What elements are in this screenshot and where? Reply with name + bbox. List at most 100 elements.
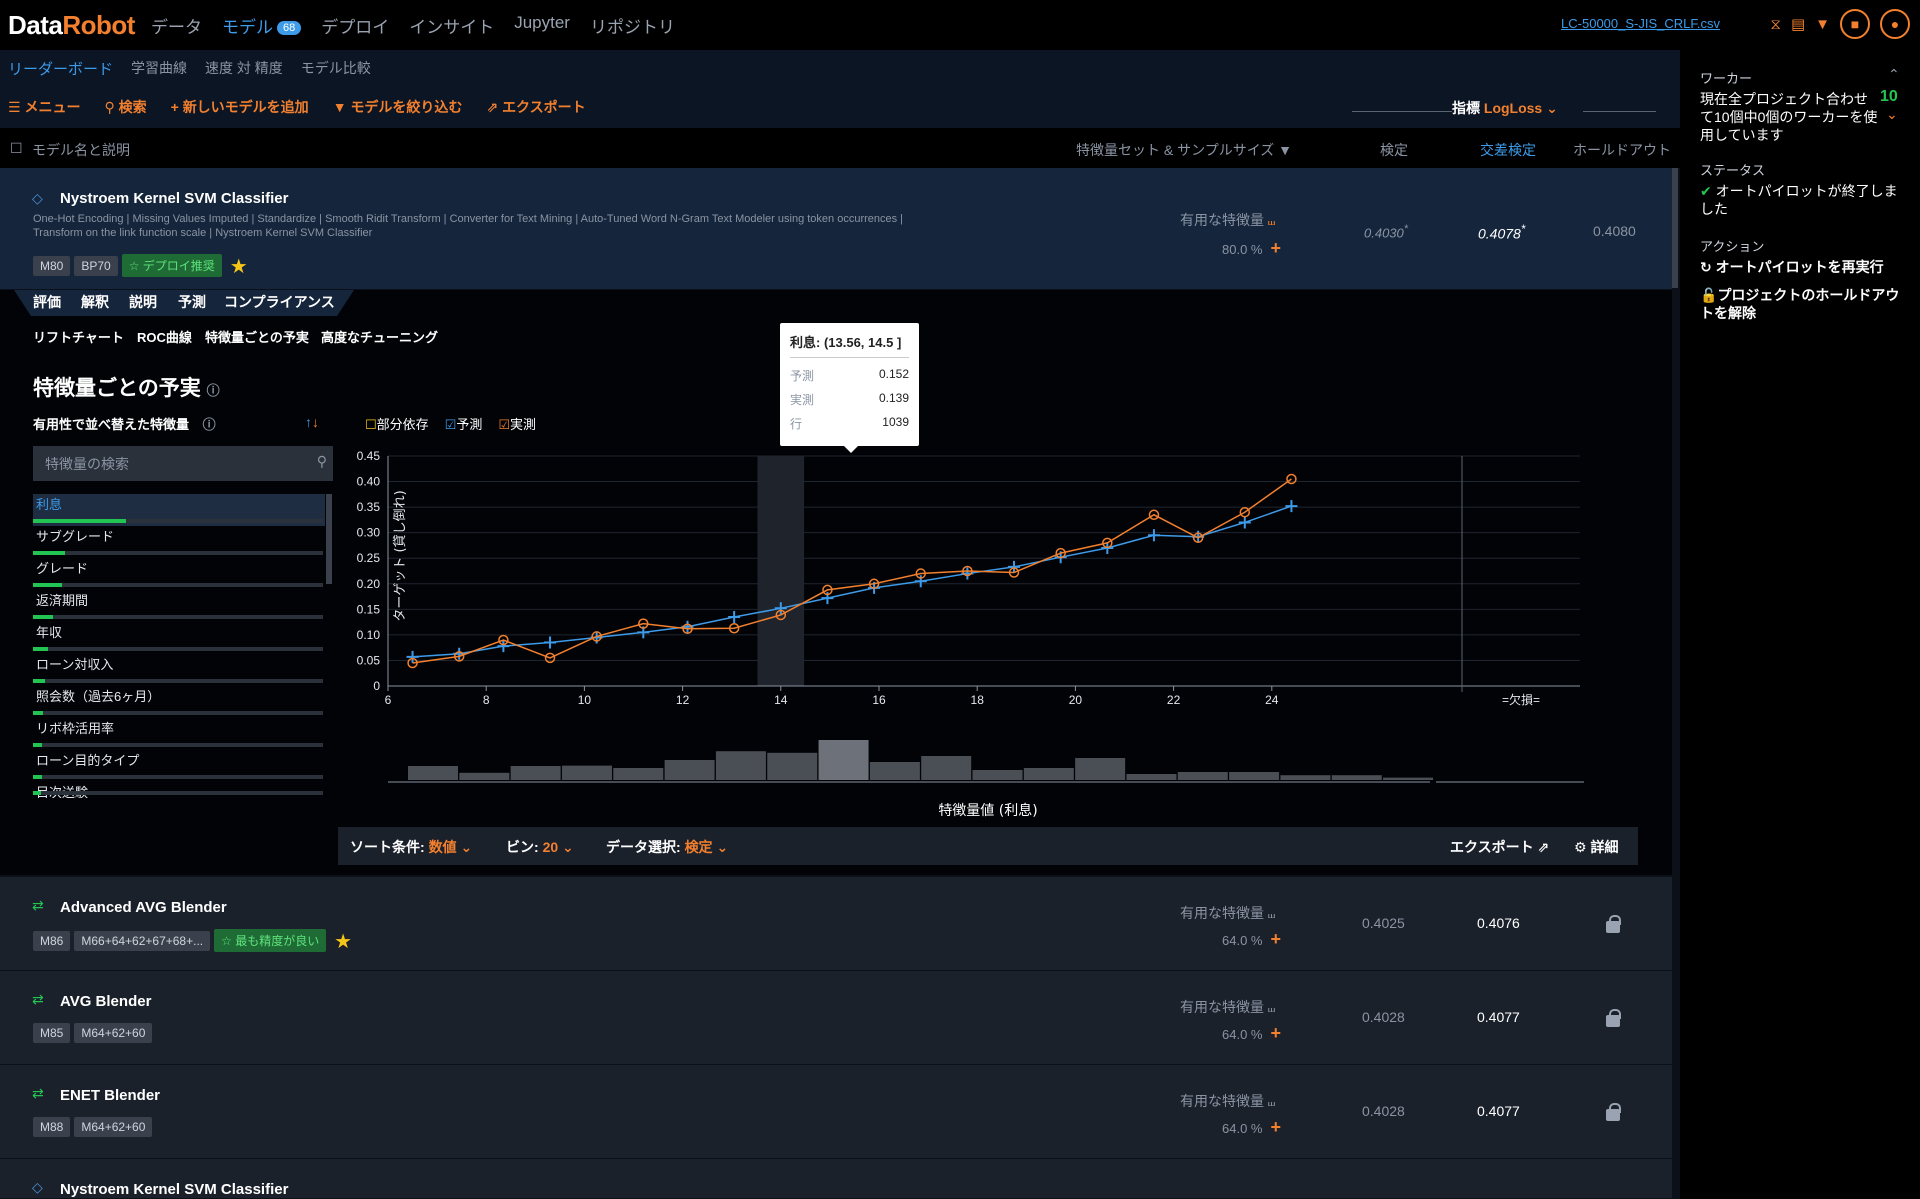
feature-list-scrollbar[interactable] bbox=[326, 494, 332, 584]
user-icon[interactable]: ● bbox=[1880, 9, 1910, 39]
col-holdout[interactable]: ホールドアウト bbox=[1573, 142, 1671, 158]
feature-list-item[interactable]: サブグレード bbox=[33, 526, 325, 558]
tab-evaluate[interactable]: 評価 bbox=[33, 294, 61, 310]
missing-label: =欠損= bbox=[1502, 692, 1540, 707]
info-icon[interactable]: ⓘ bbox=[202, 417, 216, 432]
metric-selector[interactable]: 指標 LogLoss ⌄ bbox=[1452, 100, 1558, 116]
subtab-advanced-tuning[interactable]: 高度なチューニング bbox=[321, 330, 439, 345]
model-title[interactable]: Advanced AVG Blender bbox=[60, 899, 227, 916]
plus-icon[interactable]: + bbox=[1270, 1023, 1281, 1043]
tab-compliance[interactable]: コンプライアンス bbox=[224, 294, 335, 310]
chevron-down-icon[interactable]: ⌄ bbox=[1886, 106, 1898, 122]
sort-toggle[interactable]: ↑↓ bbox=[305, 414, 319, 430]
megaphone-icon[interactable]: ▼ bbox=[1815, 15, 1830, 33]
share-icon[interactable]: ⧖ bbox=[1770, 15, 1781, 33]
feature-list-item[interactable]: グレード bbox=[33, 558, 325, 590]
nav-models[interactable]: モデル 68 bbox=[222, 13, 302, 38]
search-button[interactable]: ⚲ 検索 bbox=[104, 99, 147, 115]
project-name-link[interactable]: LC-50000_S-JIS_CRLF.csv bbox=[1561, 16, 1720, 31]
plus-icon[interactable]: + bbox=[1270, 1117, 1281, 1137]
details-button[interactable]: ⚙ 詳細 bbox=[1574, 839, 1619, 855]
tab-explain[interactable]: 説明 bbox=[129, 294, 157, 310]
data-selection-selector[interactable]: データ選択: 検定 ⌄ bbox=[606, 839, 729, 855]
model-row[interactable]: ◇ Nystroem Kernel SVM Classifier bbox=[0, 1159, 1672, 1199]
impact-bar-track bbox=[33, 743, 323, 747]
subtab-roc[interactable]: ROC曲線 bbox=[137, 330, 192, 345]
select-all-checkbox[interactable]: ☐ bbox=[10, 140, 23, 156]
actual-point bbox=[775, 609, 787, 621]
histogram-bar bbox=[1383, 777, 1434, 780]
legend-actual[interactable]: ☑実測 bbox=[498, 417, 537, 432]
histogram-bar bbox=[972, 770, 1023, 780]
bin-selector[interactable]: ビン: 20 ⌄ bbox=[506, 839, 574, 855]
feature-name: ローン目的タイプ bbox=[36, 753, 140, 768]
star-icon[interactable]: ★ bbox=[334, 931, 353, 953]
chart-export-button[interactable]: エクスポート ⇗ bbox=[1450, 839, 1550, 855]
leaderboard-scrollbar[interactable] bbox=[1672, 168, 1678, 288]
folder-icon[interactable]: ■ bbox=[1840, 9, 1870, 39]
col-validation[interactable]: 検定 bbox=[1380, 142, 1408, 158]
nav-insights[interactable]: インサイト bbox=[409, 17, 495, 37]
feature-list-item[interactable]: 目次送験 bbox=[33, 782, 325, 798]
add-model-button[interactable]: + 新しいモデルを追加 bbox=[170, 99, 309, 115]
feature-list-item[interactable]: 照会数（過去6ヶ月） bbox=[33, 686, 325, 718]
model-title[interactable]: AVG Blender bbox=[60, 993, 152, 1010]
subtab-lift-chart[interactable]: リフトチャート bbox=[33, 330, 124, 345]
predicted-point bbox=[1147, 529, 1160, 542]
divider bbox=[1583, 111, 1656, 112]
model-title[interactable]: Nystroem Kernel SVM Classifier bbox=[60, 1181, 289, 1198]
logo[interactable]: DataRobot bbox=[8, 9, 135, 40]
chevron-up-icon[interactable]: ⌃ bbox=[1888, 66, 1900, 82]
model-title[interactable]: Nystroem Kernel SVM Classifier bbox=[60, 190, 289, 207]
filter-models-button[interactable]: ▼ モデルを絞り込む bbox=[332, 99, 463, 115]
feature-list-item[interactable]: リボ枠活用率 bbox=[33, 718, 325, 750]
predicted-point bbox=[1008, 560, 1021, 573]
nav-data[interactable]: データ bbox=[150, 17, 202, 37]
nav-repository[interactable]: リポジトリ bbox=[589, 17, 675, 37]
model-tags: M88 M64+62+60 bbox=[33, 1117, 156, 1137]
tab-predict[interactable]: 予測 bbox=[178, 294, 206, 310]
col-model-name[interactable]: モデル名と説明 bbox=[32, 142, 130, 158]
model-row[interactable]: ⇄ Advanced AVG Blender M86 M66+64+62+67+6… bbox=[0, 877, 1672, 971]
model-row[interactable]: ⇄ ENET Blender M88 M64+62+60 有用な特徴量 ⧢ 64.… bbox=[0, 1065, 1672, 1159]
worker-label: ワーカー bbox=[1700, 71, 1753, 86]
col-cross-validation[interactable]: 交差検定 bbox=[1480, 142, 1536, 158]
actual-point bbox=[1148, 509, 1160, 521]
menu-button[interactable]: ☰ メニュー bbox=[8, 99, 81, 115]
nav-jupyter[interactable]: Jupyter bbox=[514, 12, 570, 32]
legend-partial-dependence[interactable]: ☐部分依存 bbox=[365, 417, 429, 432]
actual-point bbox=[591, 631, 602, 642]
model-row-expanded[interactable]: ◇ Nystroem Kernel SVM Classifier One-Hot… bbox=[0, 168, 1672, 290]
model-title[interactable]: ENET Blender bbox=[60, 1087, 161, 1104]
info-icon[interactable]: ⓘ bbox=[206, 383, 220, 398]
tooltip-title: 利息: (13.56, 14.5 ] bbox=[790, 332, 909, 358]
tab-leaderboard[interactable]: リーダーボード bbox=[8, 60, 114, 78]
actual-point bbox=[638, 618, 649, 629]
tab-learning-curve[interactable]: 学習曲線 bbox=[131, 60, 188, 76]
sample-size: 80.0 % + bbox=[1222, 238, 1281, 258]
unlock-holdout-link[interactable]: 🔓プロジェクトのホールドアウトを解除 bbox=[1700, 287, 1900, 321]
tab-interpret[interactable]: 解釈 bbox=[81, 294, 109, 310]
plus-icon[interactable]: + bbox=[1270, 238, 1281, 258]
feature-list-item[interactable]: 返済期間 bbox=[33, 590, 325, 622]
subtab-feature-effects[interactable]: 特徴量ごとの予実 bbox=[205, 330, 309, 345]
legend-predicted[interactable]: ☑予測 bbox=[444, 417, 483, 432]
model-blueprint-desc: Transform on the link function scale | N… bbox=[33, 227, 373, 239]
tab-speed-vs-accuracy[interactable]: 速度 対 精度 bbox=[205, 60, 283, 76]
rerun-autopilot-link[interactable]: ↻ オートパイロットを再実行 bbox=[1700, 259, 1884, 275]
star-icon[interactable]: ★ bbox=[229, 256, 248, 278]
document-icon[interactable]: ▤ bbox=[1790, 16, 1806, 33]
feature-list-item[interactable]: 利息 bbox=[33, 494, 325, 526]
nav-deploy[interactable]: デプロイ bbox=[321, 17, 390, 37]
export-button[interactable]: ⇗ エクスポート bbox=[486, 99, 586, 115]
plus-icon[interactable]: + bbox=[1270, 929, 1281, 949]
feature-list-item[interactable]: ローン対収入 bbox=[33, 654, 325, 686]
tab-model-comparison[interactable]: モデル比較 bbox=[300, 60, 371, 76]
feature-list-item[interactable]: ローン目的タイプ bbox=[33, 750, 325, 782]
col-featureset[interactable]: 特徴量セット & サンプルサイズ ▼ bbox=[1076, 142, 1293, 158]
feature-list-item[interactable]: 年収 bbox=[33, 622, 325, 654]
model-row[interactable]: ⇄ AVG Blender M85 M64+62+60 有用な特徴量 ⧢ 64.0… bbox=[0, 971, 1672, 1065]
predicted-point bbox=[728, 611, 741, 623]
feature-search-input[interactable]: 特徴量の検索 ⚲ bbox=[33, 446, 333, 481]
sort-selector[interactable]: ソート条件: 数値 ⌄ bbox=[350, 839, 473, 855]
